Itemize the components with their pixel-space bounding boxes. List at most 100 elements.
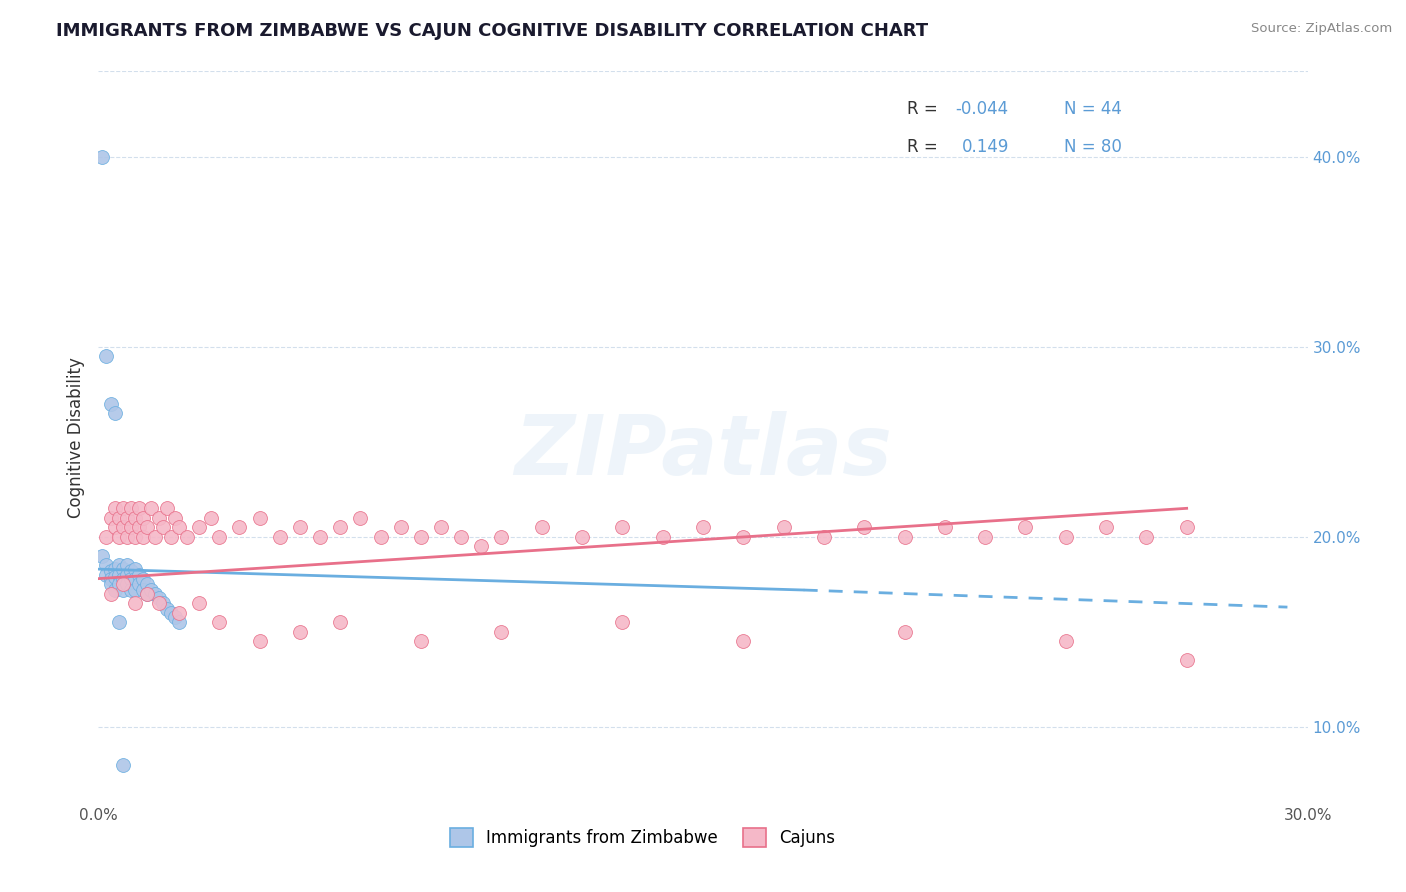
Point	[100, 511, 122, 525]
Point	[163, 511, 186, 525]
Point	[1095, 520, 1118, 534]
Point	[143, 530, 166, 544]
Point	[120, 564, 142, 578]
Point	[288, 624, 311, 639]
Point	[1175, 520, 1198, 534]
Point	[409, 530, 432, 544]
Point	[1135, 530, 1157, 544]
Point	[430, 520, 453, 534]
Point	[128, 520, 150, 534]
Point	[115, 558, 138, 573]
Y-axis label: Cognitive Disability: Cognitive Disability	[66, 357, 84, 517]
Point	[124, 511, 146, 525]
Point	[111, 501, 134, 516]
Point	[188, 596, 211, 610]
Point	[651, 530, 673, 544]
Point	[208, 530, 231, 544]
Point	[124, 596, 146, 610]
Point	[156, 501, 179, 516]
Point	[571, 530, 593, 544]
Point	[139, 582, 162, 597]
Point	[309, 530, 332, 544]
Point	[612, 615, 634, 630]
Point	[974, 530, 997, 544]
Point	[450, 530, 472, 544]
Point	[124, 582, 146, 597]
Point	[115, 567, 138, 582]
Point	[188, 520, 211, 534]
Point	[249, 511, 271, 525]
Point	[103, 520, 125, 534]
Point	[128, 577, 150, 591]
Point	[530, 520, 553, 534]
Point	[163, 609, 186, 624]
Point	[893, 624, 915, 639]
Point	[167, 520, 190, 534]
Point	[167, 615, 190, 630]
Point	[120, 572, 142, 586]
Point	[111, 582, 134, 597]
Point	[100, 564, 122, 578]
Point	[107, 577, 129, 591]
Point	[934, 520, 956, 534]
Point	[200, 511, 222, 525]
Text: -0.044: -0.044	[956, 100, 1008, 118]
Point	[288, 520, 311, 534]
Point	[152, 596, 174, 610]
Point	[160, 530, 183, 544]
Point	[111, 562, 134, 576]
Point	[132, 572, 155, 586]
Point	[148, 596, 170, 610]
Point	[813, 530, 835, 544]
Text: Source: ZipAtlas.com: Source: ZipAtlas.com	[1251, 22, 1392, 36]
Point	[772, 520, 794, 534]
Point	[100, 587, 122, 601]
Point	[349, 511, 371, 525]
Point	[135, 587, 157, 601]
Point	[124, 572, 146, 586]
Point	[115, 577, 138, 591]
Point	[143, 587, 166, 601]
Point	[91, 549, 114, 563]
Text: R =: R =	[907, 137, 943, 155]
Point	[135, 577, 157, 591]
Point	[100, 572, 122, 586]
Point	[100, 577, 122, 591]
Point	[120, 501, 142, 516]
Point	[111, 577, 134, 591]
Point	[148, 511, 170, 525]
Point	[124, 562, 146, 576]
Point	[692, 520, 714, 534]
Point	[107, 530, 129, 544]
Point	[96, 567, 118, 582]
Text: N = 80: N = 80	[1064, 137, 1122, 155]
Point	[124, 530, 146, 544]
Text: IMMIGRANTS FROM ZIMBABWE VS CAJUN COGNITIVE DISABILITY CORRELATION CHART: IMMIGRANTS FROM ZIMBABWE VS CAJUN COGNIT…	[56, 22, 928, 40]
Point	[1014, 520, 1036, 534]
Point	[132, 582, 155, 597]
Point	[128, 501, 150, 516]
Point	[135, 520, 157, 534]
Point	[103, 570, 125, 584]
Point	[139, 501, 162, 516]
Point	[120, 582, 142, 597]
Point	[96, 558, 118, 573]
Point	[103, 582, 125, 597]
Point	[148, 591, 170, 605]
Point	[156, 602, 179, 616]
Point	[491, 530, 513, 544]
Point	[733, 634, 755, 648]
Text: N = 44: N = 44	[1064, 100, 1122, 118]
Text: R =: R =	[907, 100, 943, 118]
Legend: Immigrants from Zimbabwe, Cajuns: Immigrants from Zimbabwe, Cajuns	[436, 814, 849, 860]
Point	[612, 520, 634, 534]
Point	[103, 501, 125, 516]
Point	[893, 530, 915, 544]
Point	[91, 150, 114, 164]
Point	[135, 587, 157, 601]
Point	[107, 567, 129, 582]
Point	[115, 530, 138, 544]
Point	[132, 530, 155, 544]
Point	[96, 349, 118, 363]
Point	[111, 757, 134, 772]
